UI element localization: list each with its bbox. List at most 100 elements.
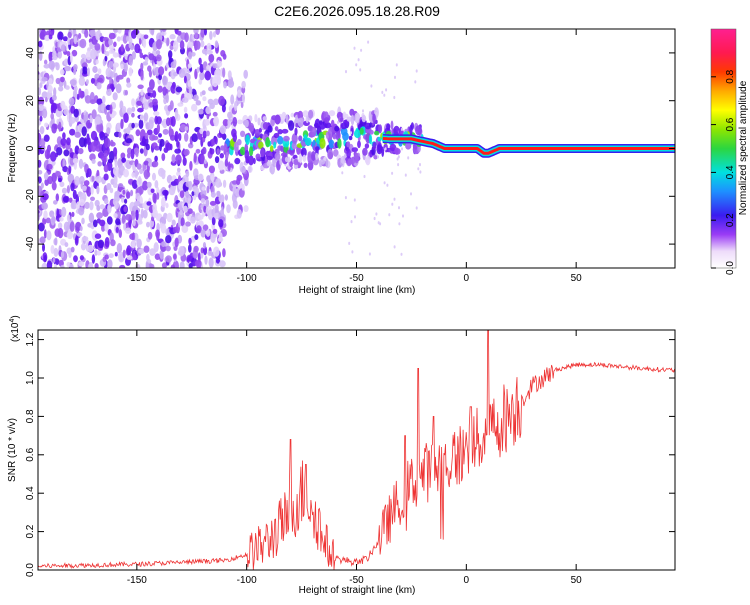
heatmap-cell [253, 157, 256, 165]
heatmap-cell [346, 148, 351, 159]
heatmap-cell [179, 124, 187, 132]
heatmap-cell [209, 148, 215, 155]
heatmap-cell [208, 165, 215, 174]
heatmap-cell [266, 155, 273, 161]
heatmap-cell [60, 100, 66, 109]
heatmap-cell [381, 90, 384, 94]
heatmap-cell [182, 157, 187, 166]
heatmap-cell [156, 39, 162, 50]
heatmap-cell [183, 75, 187, 84]
heatmap-cell [157, 85, 163, 93]
heatmap-cell [160, 223, 167, 234]
heatmap-cell [137, 84, 144, 90]
snr-panel: -150 -100 -50 0 50 0.0 0.2 0.4 0.6 0.8 1.0 1.2 Heig… [7, 315, 676, 596]
heatmap-cell [342, 132, 349, 141]
heatmap-cell [347, 158, 352, 166]
heatmap-cell [131, 112, 135, 118]
heatmap-cell [388, 213, 391, 217]
heatmap-cell [205, 229, 211, 237]
heatmap-cell [181, 225, 189, 233]
heatmap-cell [114, 158, 118, 168]
snr-multiplier-base: (x10 [10, 322, 21, 342]
heatmap-cell [48, 78, 53, 85]
heatmap-cell [200, 40, 205, 48]
heatmap-cell [199, 71, 205, 81]
heatmap-cell [125, 214, 132, 221]
heatmap-cell [227, 70, 232, 80]
heatmap-cell [378, 124, 383, 134]
heatmap-cell [233, 100, 238, 112]
heatmap-cell [126, 35, 130, 42]
heatmap-cell [204, 255, 208, 265]
heatmap-cell [128, 55, 133, 66]
heatmap-cell [383, 93, 386, 97]
heatmap-cell [169, 34, 176, 40]
heatmap-cell [397, 163, 400, 167]
heatmap-cell [99, 131, 106, 141]
heatmap-cell [372, 141, 377, 150]
x-tick-label: 50 [571, 575, 583, 586]
heatmap-cell [60, 76, 65, 83]
heatmap-cell [140, 89, 144, 96]
heatmap-cell [97, 161, 102, 167]
heatmap-cell [202, 96, 207, 102]
heatmap-cell [159, 250, 164, 260]
heatmap-cell [174, 237, 179, 248]
heatmap-cell [383, 181, 386, 185]
heatmap-cell [377, 155, 379, 159]
heatmap-cell [110, 139, 114, 147]
heatmap-cell [407, 156, 410, 160]
heatmap-cell [183, 106, 188, 113]
heatmap-cell [91, 254, 96, 264]
heatmap-cell [152, 98, 158, 106]
heatmap-cell [159, 138, 165, 147]
heatmap-cell [138, 175, 142, 185]
heatmap-cell [361, 114, 367, 123]
heatmap-cell [258, 141, 264, 149]
heatmap-cell [397, 155, 400, 159]
heatmap-cell [46, 163, 53, 170]
heatmap-cell [223, 143, 228, 153]
heatmap-cell [45, 217, 51, 224]
heatmap-cell [410, 192, 412, 196]
heatmap-cell [113, 41, 117, 48]
heatmap-cell [130, 148, 135, 160]
colorbar-label: Normalized spectral amplitude [738, 80, 749, 215]
heatmap-cell [86, 186, 92, 197]
heatmap-cell [375, 152, 378, 156]
heatmap-cell [367, 40, 370, 44]
heatmap-cell [209, 200, 217, 206]
y-tick-label: -20 [25, 189, 36, 204]
ridge-core [382, 137, 675, 155]
heatmap-cell [178, 68, 186, 78]
heatmap-cell [274, 152, 281, 161]
x-tick-label: -50 [349, 575, 364, 586]
heatmap-cell [109, 71, 116, 78]
heatmap-cell [131, 239, 136, 249]
heatmap-cell [333, 149, 339, 157]
heatmap-cell [154, 253, 161, 260]
heatmap-cell [57, 227, 64, 239]
heatmap-cell [52, 102, 57, 114]
heatmap-cell [158, 66, 165, 76]
heatmap-cell [153, 145, 161, 151]
heatmap-cell [38, 222, 45, 232]
heatmap-cell [133, 200, 141, 207]
heatmap-cell [60, 264, 65, 268]
heatmap-cell [324, 122, 332, 129]
heatmap-cell [158, 133, 162, 138]
heatmap-cell [350, 131, 353, 135]
heatmap-cell [42, 108, 48, 119]
heatmap-cell [145, 262, 150, 268]
heatmap-cell [111, 84, 115, 93]
heatmap-cell [166, 212, 173, 223]
heatmap-cell [116, 36, 121, 42]
heatmap-cell [225, 151, 229, 158]
heatmap-cell [103, 164, 109, 173]
heatmap-cell [48, 34, 53, 40]
heatmap-cell [59, 181, 65, 188]
heatmap-cell [130, 189, 134, 197]
heatmap-cell [195, 148, 201, 154]
heatmap-cell [386, 123, 391, 131]
heatmap-cell [196, 67, 200, 73]
